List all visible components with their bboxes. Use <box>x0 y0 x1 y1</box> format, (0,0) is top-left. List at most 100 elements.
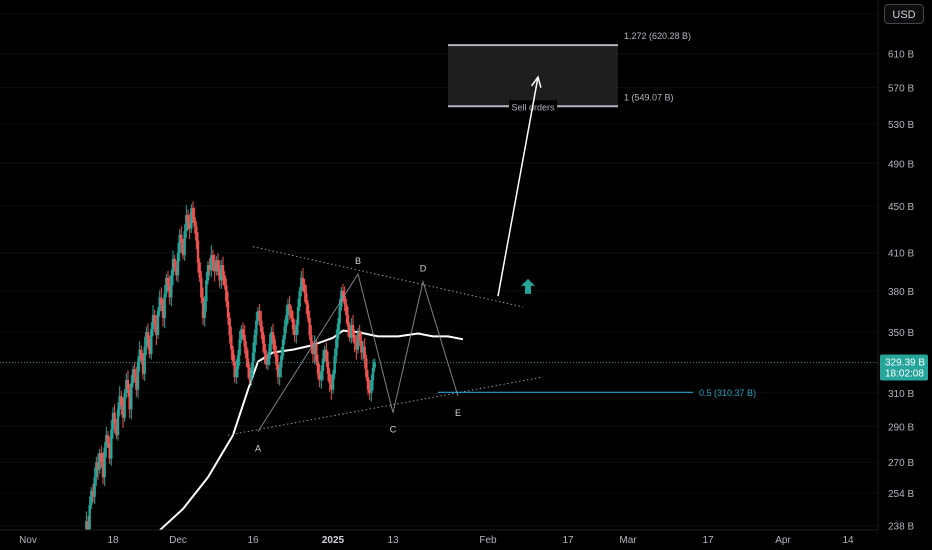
upper-trendline[interactable] <box>252 246 524 308</box>
candle-body <box>360 340 363 353</box>
candle-body <box>363 346 366 359</box>
candle-body <box>116 409 120 436</box>
candle-body <box>125 380 128 393</box>
candle-body <box>373 362 376 368</box>
moving-average <box>137 329 464 548</box>
price-axis-background <box>878 0 932 550</box>
arrow-up-icon <box>521 278 535 294</box>
candle-body <box>195 226 198 241</box>
candle-body <box>345 304 348 316</box>
candle-body <box>191 208 195 218</box>
candle-body <box>120 396 123 407</box>
candle-body <box>88 504 91 532</box>
candle-body <box>271 332 275 340</box>
currency-button[interactable]: USD <box>884 4 924 24</box>
candle-body <box>201 297 205 318</box>
candle-body <box>356 332 360 350</box>
candle-body <box>361 346 365 353</box>
candle-body <box>166 277 170 286</box>
target-zone-box[interactable] <box>448 45 618 107</box>
candle-body <box>161 304 165 318</box>
y-tick-label: 490 B <box>888 159 914 170</box>
lower-trendline[interactable] <box>227 376 544 436</box>
candle-body <box>263 343 266 355</box>
candle-body <box>108 443 111 459</box>
candle-body <box>203 301 206 318</box>
candle-body <box>258 311 261 321</box>
candle-body <box>308 317 311 335</box>
candle-body <box>320 370 323 381</box>
candle-body <box>288 304 291 310</box>
candle-body <box>326 361 330 374</box>
candle-body <box>150 329 153 355</box>
candle-body <box>178 234 181 253</box>
candle-body <box>276 364 280 378</box>
candle-body <box>165 277 168 294</box>
candle-body <box>148 339 151 355</box>
candle-body <box>246 358 250 368</box>
x-tick-label: 17 <box>562 535 574 546</box>
candle-body <box>98 453 101 470</box>
abcde-pattern-line[interactable] <box>257 272 459 432</box>
candle-body <box>213 262 216 272</box>
projection-arrow-head <box>530 75 542 88</box>
candle-body <box>328 373 331 384</box>
candle-body <box>90 490 93 505</box>
x-tick-label: Nov <box>19 535 37 546</box>
candle-body <box>145 332 148 347</box>
candle-body <box>346 315 350 327</box>
y-tick-label: 610 B <box>888 49 914 60</box>
candle-body <box>321 358 325 371</box>
candle-body <box>131 369 135 384</box>
candle-body <box>293 329 296 335</box>
fib-05-label: 0.5 (310.37 B) <box>699 388 756 398</box>
y-tick-label: 290 B <box>888 422 914 433</box>
moving-average-line <box>137 329 464 548</box>
candle-body <box>141 360 145 374</box>
y-tick-label: 380 B <box>888 287 914 298</box>
last-price-tag[interactable] <box>880 354 928 381</box>
x-tick-label: 17 <box>702 535 714 546</box>
candle-body <box>105 435 108 448</box>
candle-body <box>240 329 243 340</box>
candle-body <box>286 304 290 316</box>
candle-body <box>330 383 333 390</box>
candle-body <box>223 275 226 286</box>
y-tick-label: 450 B <box>888 202 914 213</box>
candle-body <box>113 412 116 423</box>
pattern-label-a: A <box>255 444 261 454</box>
y-tick-label: 350 B <box>888 328 914 339</box>
candle-body <box>235 369 238 378</box>
projection-arrow-line[interactable] <box>497 76 539 297</box>
candle-body <box>186 215 190 222</box>
candle-body <box>220 265 223 281</box>
candle-body <box>123 392 126 418</box>
chart-grid <box>0 13 878 526</box>
candle-body <box>348 326 351 338</box>
candle-body <box>253 334 256 353</box>
candle-body <box>278 367 281 378</box>
time-axis[interactable]: Nov 18 Dec 16 2025 13 Feb 17 Mar 17 Apr 14 <box>0 529 932 550</box>
candle-body <box>283 326 286 340</box>
candle-body <box>118 396 121 410</box>
candle-body <box>208 265 211 271</box>
candle-body <box>143 346 146 374</box>
candle-body <box>100 453 103 463</box>
y-tick-label: 530 B <box>888 120 914 131</box>
candle-body <box>218 270 221 281</box>
candle-body <box>155 323 158 335</box>
candle-body <box>163 293 166 318</box>
candle-body <box>101 462 105 478</box>
candle-body <box>353 334 356 344</box>
x-tick-label: 18 <box>107 535 119 546</box>
x-tick-label: Dec <box>169 535 187 546</box>
candle-body <box>358 332 361 341</box>
y-tick-label: 254 B <box>888 489 914 500</box>
candle-body <box>310 334 313 347</box>
candle-body <box>190 208 193 229</box>
candle-body <box>238 339 241 356</box>
candle-body <box>298 290 301 307</box>
